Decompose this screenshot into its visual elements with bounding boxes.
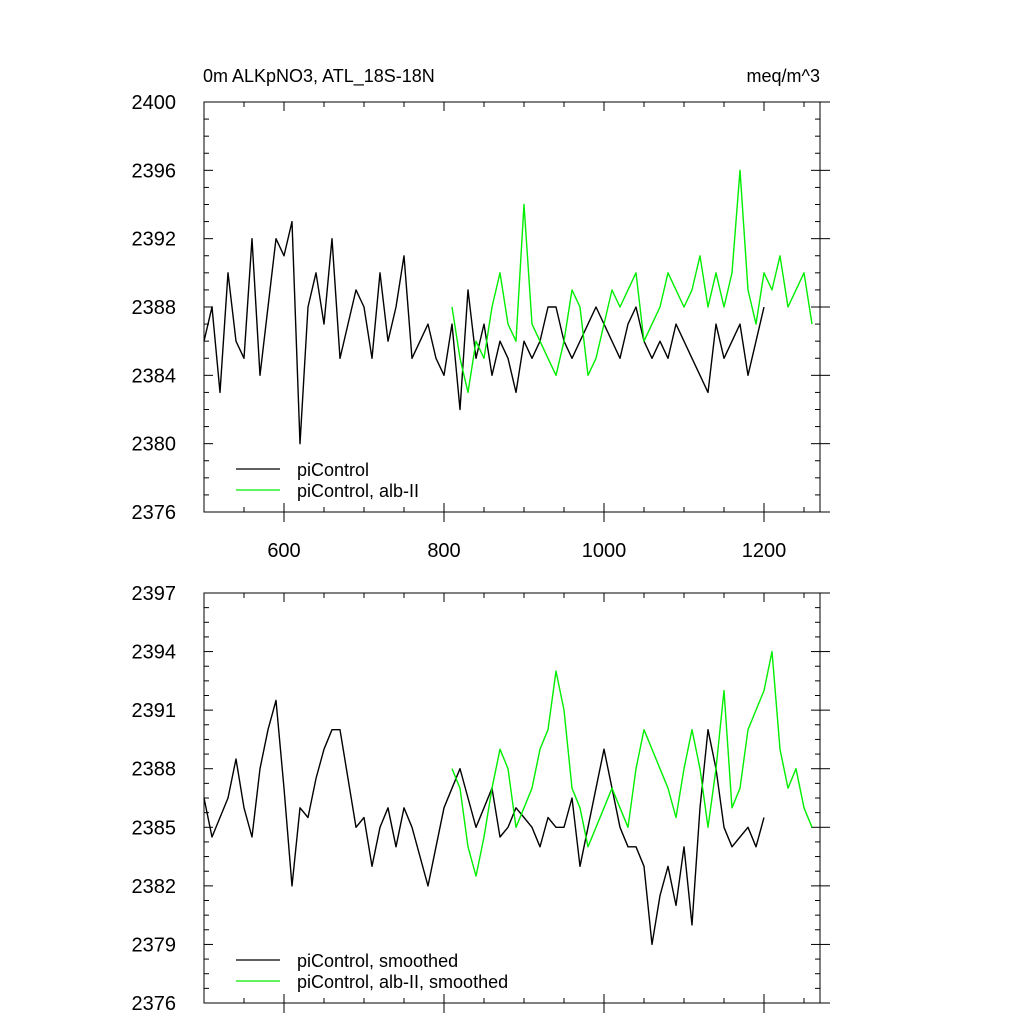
y-tick-label: 2379: [132, 934, 177, 956]
y-tick-label: 2384: [132, 365, 177, 387]
series-line-picontrol: [203, 220, 765, 445]
bottom-legend: piControl, smoothed piControl, alb-II, s…: [236, 951, 508, 992]
y-tick-label: 2382: [132, 876, 177, 898]
series-line-picontrol: [203, 699, 765, 946]
top-plot-frame: [203, 101, 821, 513]
top-y-axis: 2376 2380 2384 2388 2392 2396 2400: [132, 92, 830, 524]
bottom-panel: 2376 2379 2382 2385 2388 2391 2394 2397 piContr…: [132, 583, 830, 1015]
y-tick-label: 2385: [132, 817, 177, 839]
bottom-y-axis: 2376 2379 2382 2385 2388 2391 2394 2397: [132, 583, 830, 1015]
y-tick-label: 2388: [132, 297, 177, 319]
y-tick-label: 2397: [132, 583, 177, 605]
top-units: meq/m^3: [747, 66, 820, 86]
y-tick-label: 2396: [132, 160, 177, 182]
x-tick-label: 600: [267, 540, 300, 562]
x-tick-label: 1000: [582, 540, 627, 562]
top-title: 0m ALKpNO3, ATL_18S-18N: [203, 66, 435, 87]
y-tick-label: 2392: [132, 229, 177, 251]
legend-label-picontrol-smoothed: piControl, smoothed: [297, 951, 458, 971]
top-series: [203, 169, 813, 445]
y-tick-label: 2376: [132, 502, 177, 524]
y-tick-label: 2388: [132, 759, 177, 781]
y-tick-label: 2394: [132, 642, 177, 664]
bottom-series: [203, 650, 813, 946]
x-tick-label: 1200: [742, 540, 787, 562]
top-legend: piControl piControl, alb-II: [236, 460, 419, 501]
series-line-alb-ii: [451, 650, 813, 877]
legend-label-picontrol: piControl: [297, 460, 369, 480]
series-line-alb-ii: [451, 169, 813, 394]
y-tick-label: 2380: [132, 434, 177, 456]
x-tick-label: 800: [427, 540, 460, 562]
top-x-axis: 600 800 1000 1200: [203, 102, 805, 562]
y-tick-label: 2376: [132, 993, 177, 1015]
y-tick-label: 2391: [132, 700, 177, 722]
legend-label-alb-ii: piControl, alb-II: [297, 481, 419, 501]
legend-label-alb-ii-smoothed: piControl, alb-II, smoothed: [297, 972, 508, 992]
bottom-x-axis: [203, 593, 805, 1013]
y-tick-label: 2400: [132, 92, 177, 114]
top-panel: 0m ALKpNO3, ATL_18S-18N meq/m^3 600 800 10…: [132, 66, 830, 562]
